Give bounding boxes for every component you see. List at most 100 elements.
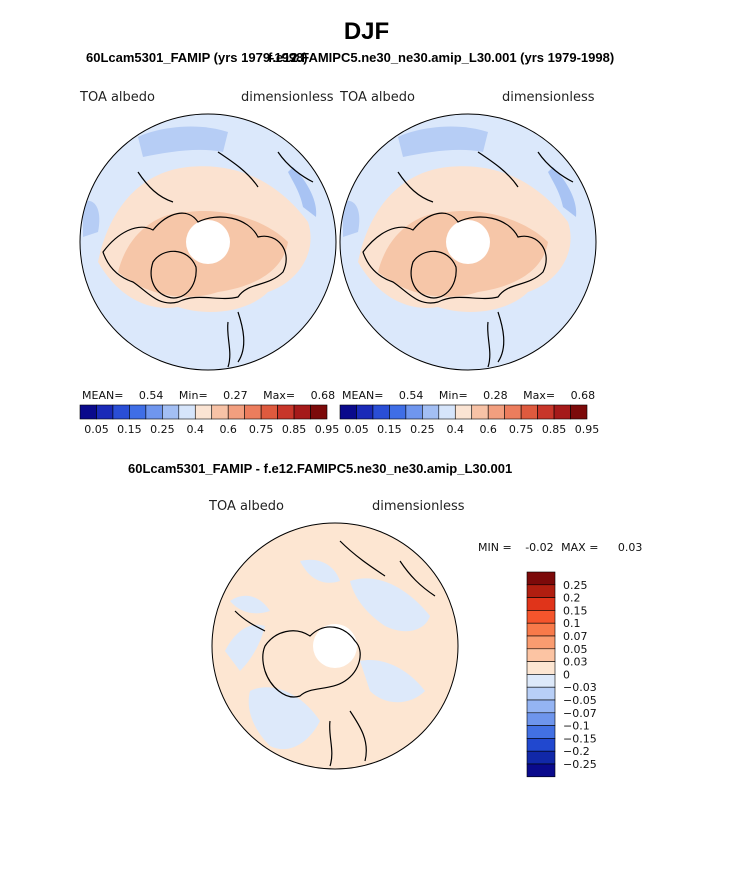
diff-colorbar-tick-label: −0.1 [563,720,590,733]
right-colorbar-swatch [504,404,522,420]
right-colorbar-tick-label: 0.75 [509,423,534,436]
left-stats: MEAN= 0.54 Min= 0.27 Max= 0.68 [82,389,335,402]
left-units-label: dimensionless [241,90,334,105]
right-colorbar-tick-label: 0.15 [377,423,402,436]
right-colorbar-swatch [389,404,407,420]
right-colorbar-swatch [422,404,440,420]
right-mean-label: MEAN= [342,389,384,402]
right-colorbar-swatch [471,404,489,420]
diff-max-value: 0.03 [617,541,643,554]
left-colorbar-swatch [211,404,229,420]
diff-colorbar-tick-label: 0.07 [563,630,588,643]
right-variable-label: TOA albedo [340,90,416,105]
diff-colorbar-tick-label: 0.25 [563,579,588,592]
diff-title: 60Lcam5301_FAMIP - f.e12.FAMIPC5.ne30_ne… [128,461,513,476]
diff-minmax: MIN = -0.02 MAX = 0.03 [478,541,642,554]
right-max-value: 0.68 [570,389,596,402]
left-colorbar-swatch [112,404,130,420]
diff-variable-label: TOA albedo [209,499,285,514]
diff-colorbar-swatch [526,763,556,778]
left-min-label: Min= [178,389,208,402]
diff-colorbar-swatch [526,674,556,688]
diff-polar-map [211,522,459,770]
diff-colorbar-swatch [526,597,556,611]
diff-colorbar-tick-label: 0.03 [563,656,588,669]
left-max-value: 0.68 [310,389,336,402]
diff-colorbar-tick-label: 0.1 [563,617,581,630]
left-colorbar-swatch [96,404,114,420]
diff-colorbar-swatch [526,584,556,598]
right-colorbar-swatch [405,404,423,420]
diff-colorbar-swatch [526,648,556,662]
diff-colorbar-tick-label: −0.25 [563,758,597,771]
right-colorbar: 0.05 0.15 0.25 0.4 0.6 0.75 0.85 0.95 [339,404,599,436]
left-mean-value: 0.54 [138,389,164,402]
right-stats: MEAN= 0.54 Min= 0.28 Max= 0.68 [342,389,595,402]
diff-colorbar-swatch [526,635,556,650]
diff-colorbar-tick-label: −0.2 [563,745,590,758]
right-colorbar-swatch [487,404,505,420]
diff-colorbar-tick-label: 0 [563,668,570,681]
right-min-label: Min= [438,389,468,402]
left-mean-label: MEAN= [82,389,124,402]
left-colorbar: 0.05 0.15 0.25 0.4 0.6 0.75 0.85 0.95 [79,404,339,436]
diff-colorbar-swatch [526,699,556,714]
diff-colorbar-swatch [526,661,556,675]
right-colorbar-tick-label: 0.95 [575,423,600,436]
diff-units-label: dimensionless [372,499,465,514]
diff-colorbar-tick-label: −0.15 [563,732,597,745]
diff-colorbar-tick-label: 0.15 [563,604,588,617]
right-colorbar-tick-label: 0.25 [410,423,435,436]
left-colorbar-swatch [244,404,262,420]
left-colorbar-tick-label: 0.25 [150,423,175,436]
diff-colorbar-tick-label: −0.05 [563,694,597,707]
diff-colorbar-swatch [526,738,556,752]
right-polar-map [339,113,597,371]
left-colorbar-swatch [277,404,295,420]
right-colorbar-swatch [520,404,538,420]
right-colorbar-swatch [537,404,555,420]
diff-colorbar-swatch [526,686,556,701]
diff-colorbar-tick-label: 0.05 [563,643,588,656]
right-colorbar-tick-label: 0.05 [344,423,369,436]
left-colorbar-tick-label: 0.95 [315,423,340,436]
right-colorbar-swatch [570,404,588,420]
right-min-value: 0.28 [483,389,508,402]
right-units-label: dimensionless [502,90,595,105]
left-colorbar-tick-label: 0.4 [187,423,205,436]
left-polar-map [79,113,337,371]
left-colorbar-swatch [310,404,328,420]
diff-colorbar-tick-label: 0.2 [563,592,581,605]
main-title: DJF [343,18,390,45]
left-colorbar-tick-label: 0.75 [249,423,274,436]
diff-colorbar-tick-label: −0.03 [563,681,597,694]
diff-max-label: MAX = [561,541,599,554]
left-variable-label: TOA albedo [80,90,156,105]
right-colorbar-swatch [339,404,357,420]
right-max-label: Max= [523,389,556,402]
left-colorbar-tick-label: 0.85 [282,423,307,436]
left-colorbar-swatch [293,404,311,420]
diff-colorbar-swatch [526,725,556,739]
left-colorbar-swatch [178,404,196,420]
left-colorbar-tick-label: 0.15 [117,423,141,436]
left-colorbar-swatch [227,404,245,420]
right-panel-title: f.e12.FAMIPC5.ne30_ne30.amip_L30.001 (yr… [268,50,615,65]
right-colorbar-swatch [372,404,390,420]
right-colorbar-swatch [438,404,456,420]
diff-min-value: -0.02 [525,541,554,554]
right-mean-value: 0.54 [398,389,424,402]
right-colorbar-tick-label: 0.4 [447,423,465,436]
diff-colorbar-swatch [526,750,556,765]
left-colorbar-swatch [162,404,180,420]
left-colorbar-swatch [194,404,213,420]
left-colorbar-swatch [260,404,278,420]
diff-min-label: MIN = [478,541,512,554]
diff-colorbar: 0.250.20.150.10.070.050.030−0.03−0.05 −0.… [526,571,597,778]
diff-colorbar-swatch [526,610,556,624]
left-max-label: Max= [263,389,296,402]
diff-colorbar-swatch [526,712,556,726]
right-colorbar-swatch [553,404,571,420]
left-colorbar-swatch [79,404,97,420]
left-colorbar-tick-label: 0.05 [84,423,109,436]
